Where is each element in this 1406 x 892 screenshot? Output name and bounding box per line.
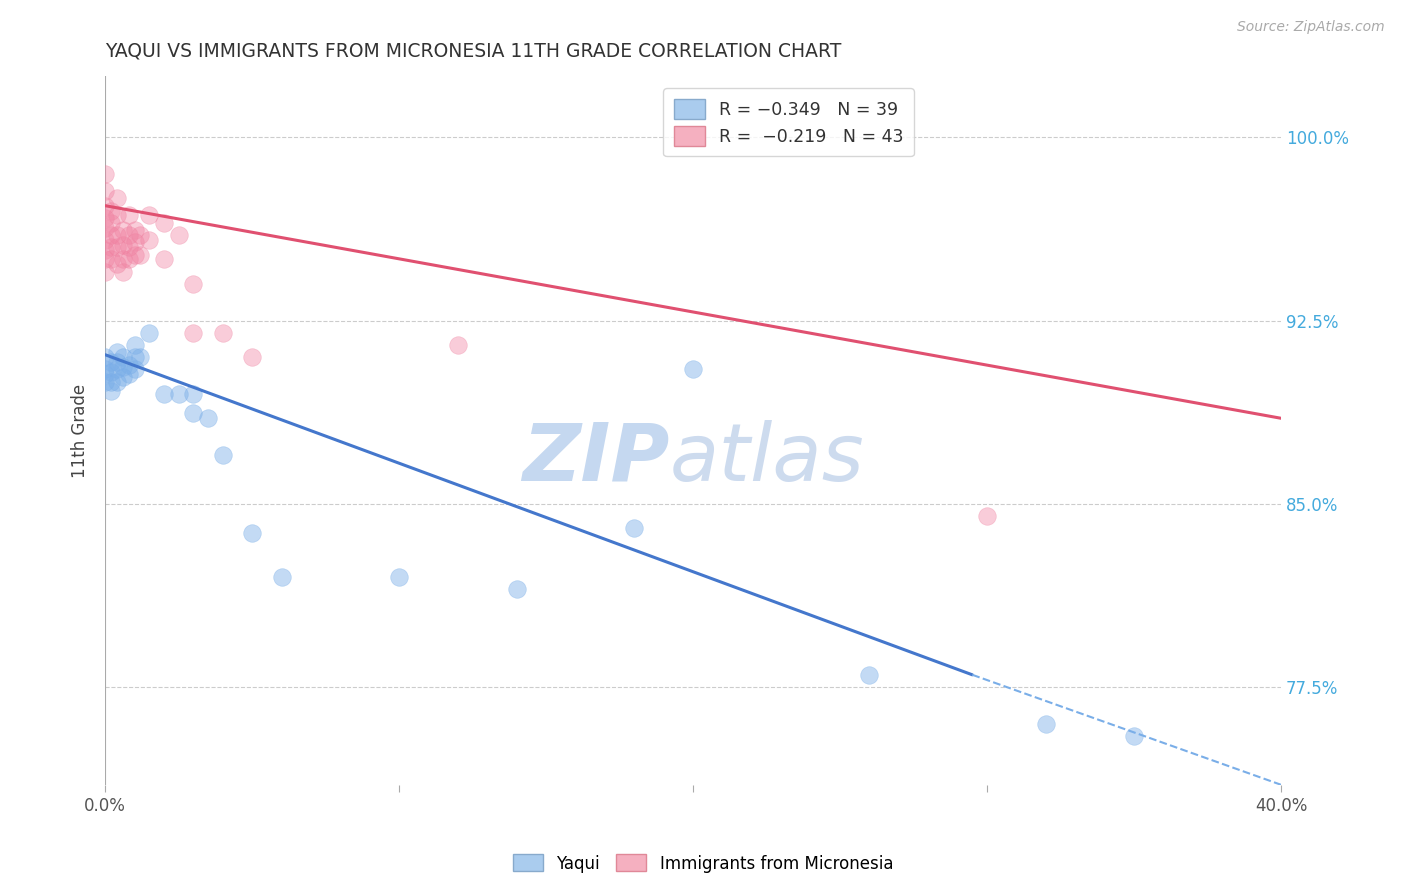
Point <box>100 240 122 254</box>
Point <box>138 326 160 340</box>
Point <box>100 355 122 369</box>
Point <box>94 211 117 225</box>
Point <box>111 252 134 267</box>
Point <box>118 358 141 372</box>
Point <box>858 668 880 682</box>
Point <box>270 570 292 584</box>
Point <box>111 359 134 374</box>
Point <box>105 191 128 205</box>
Point <box>129 350 152 364</box>
Point <box>211 448 233 462</box>
Point <box>118 240 141 254</box>
Point <box>623 521 645 535</box>
Point <box>124 362 146 376</box>
Point <box>105 375 128 389</box>
Point <box>94 233 117 247</box>
Point <box>129 247 152 261</box>
Point <box>105 209 128 223</box>
Point <box>100 375 122 389</box>
Point <box>111 223 134 237</box>
Point <box>167 387 190 401</box>
Point <box>94 252 117 267</box>
Point <box>105 362 128 376</box>
Point <box>118 368 141 382</box>
Point <box>94 243 117 257</box>
Point <box>105 355 128 369</box>
Point <box>94 199 117 213</box>
Point <box>111 350 134 364</box>
Point <box>1035 716 1057 731</box>
Point <box>388 570 411 584</box>
Point <box>183 406 205 420</box>
Point <box>111 237 134 252</box>
Point <box>976 508 998 523</box>
Point <box>1123 729 1146 743</box>
Point <box>124 235 146 250</box>
Y-axis label: 11th Grade: 11th Grade <box>72 384 89 477</box>
Point <box>129 227 152 242</box>
Point <box>183 277 205 291</box>
Point <box>111 265 134 279</box>
Point <box>118 209 141 223</box>
Point <box>124 223 146 237</box>
Point <box>94 220 117 235</box>
Point <box>138 233 160 247</box>
Point <box>94 362 117 376</box>
Point <box>183 326 205 340</box>
Point <box>100 365 122 379</box>
Point <box>240 350 263 364</box>
Point <box>124 350 146 364</box>
Point <box>167 227 190 242</box>
Text: atlas: atlas <box>669 420 865 498</box>
Text: Source: ZipAtlas.com: Source: ZipAtlas.com <box>1237 20 1385 34</box>
Point <box>94 265 117 279</box>
Point <box>100 252 122 267</box>
Point <box>118 227 141 242</box>
Point <box>105 240 128 254</box>
Legend: R = −0.349   N = 39, R =  −0.219   N = 43: R = −0.349 N = 39, R = −0.219 N = 43 <box>664 88 914 156</box>
Point <box>138 209 160 223</box>
Point <box>105 227 128 242</box>
Text: ZIP: ZIP <box>522 420 669 498</box>
Point <box>100 203 122 218</box>
Point <box>153 387 176 401</box>
Point <box>682 362 704 376</box>
Text: YAQUI VS IMMIGRANTS FROM MICRONESIA 11TH GRADE CORRELATION CHART: YAQUI VS IMMIGRANTS FROM MICRONESIA 11TH… <box>105 42 842 61</box>
Point <box>183 387 205 401</box>
Point <box>100 227 122 242</box>
Point <box>94 184 117 198</box>
Point <box>94 368 117 382</box>
Point <box>124 247 146 261</box>
Point <box>240 526 263 541</box>
Point <box>118 252 141 267</box>
Point <box>153 252 176 267</box>
Point <box>124 338 146 352</box>
Point <box>105 345 128 359</box>
Point <box>94 167 117 181</box>
Point <box>100 384 122 399</box>
Point <box>105 257 128 271</box>
Point <box>153 216 176 230</box>
Point <box>94 350 117 364</box>
Legend: Yaqui, Immigrants from Micronesia: Yaqui, Immigrants from Micronesia <box>506 847 900 880</box>
Point <box>211 326 233 340</box>
Point <box>100 216 122 230</box>
Point <box>94 375 117 389</box>
Point <box>506 582 529 597</box>
Point <box>111 369 134 384</box>
Point <box>197 411 219 425</box>
Point <box>447 338 470 352</box>
